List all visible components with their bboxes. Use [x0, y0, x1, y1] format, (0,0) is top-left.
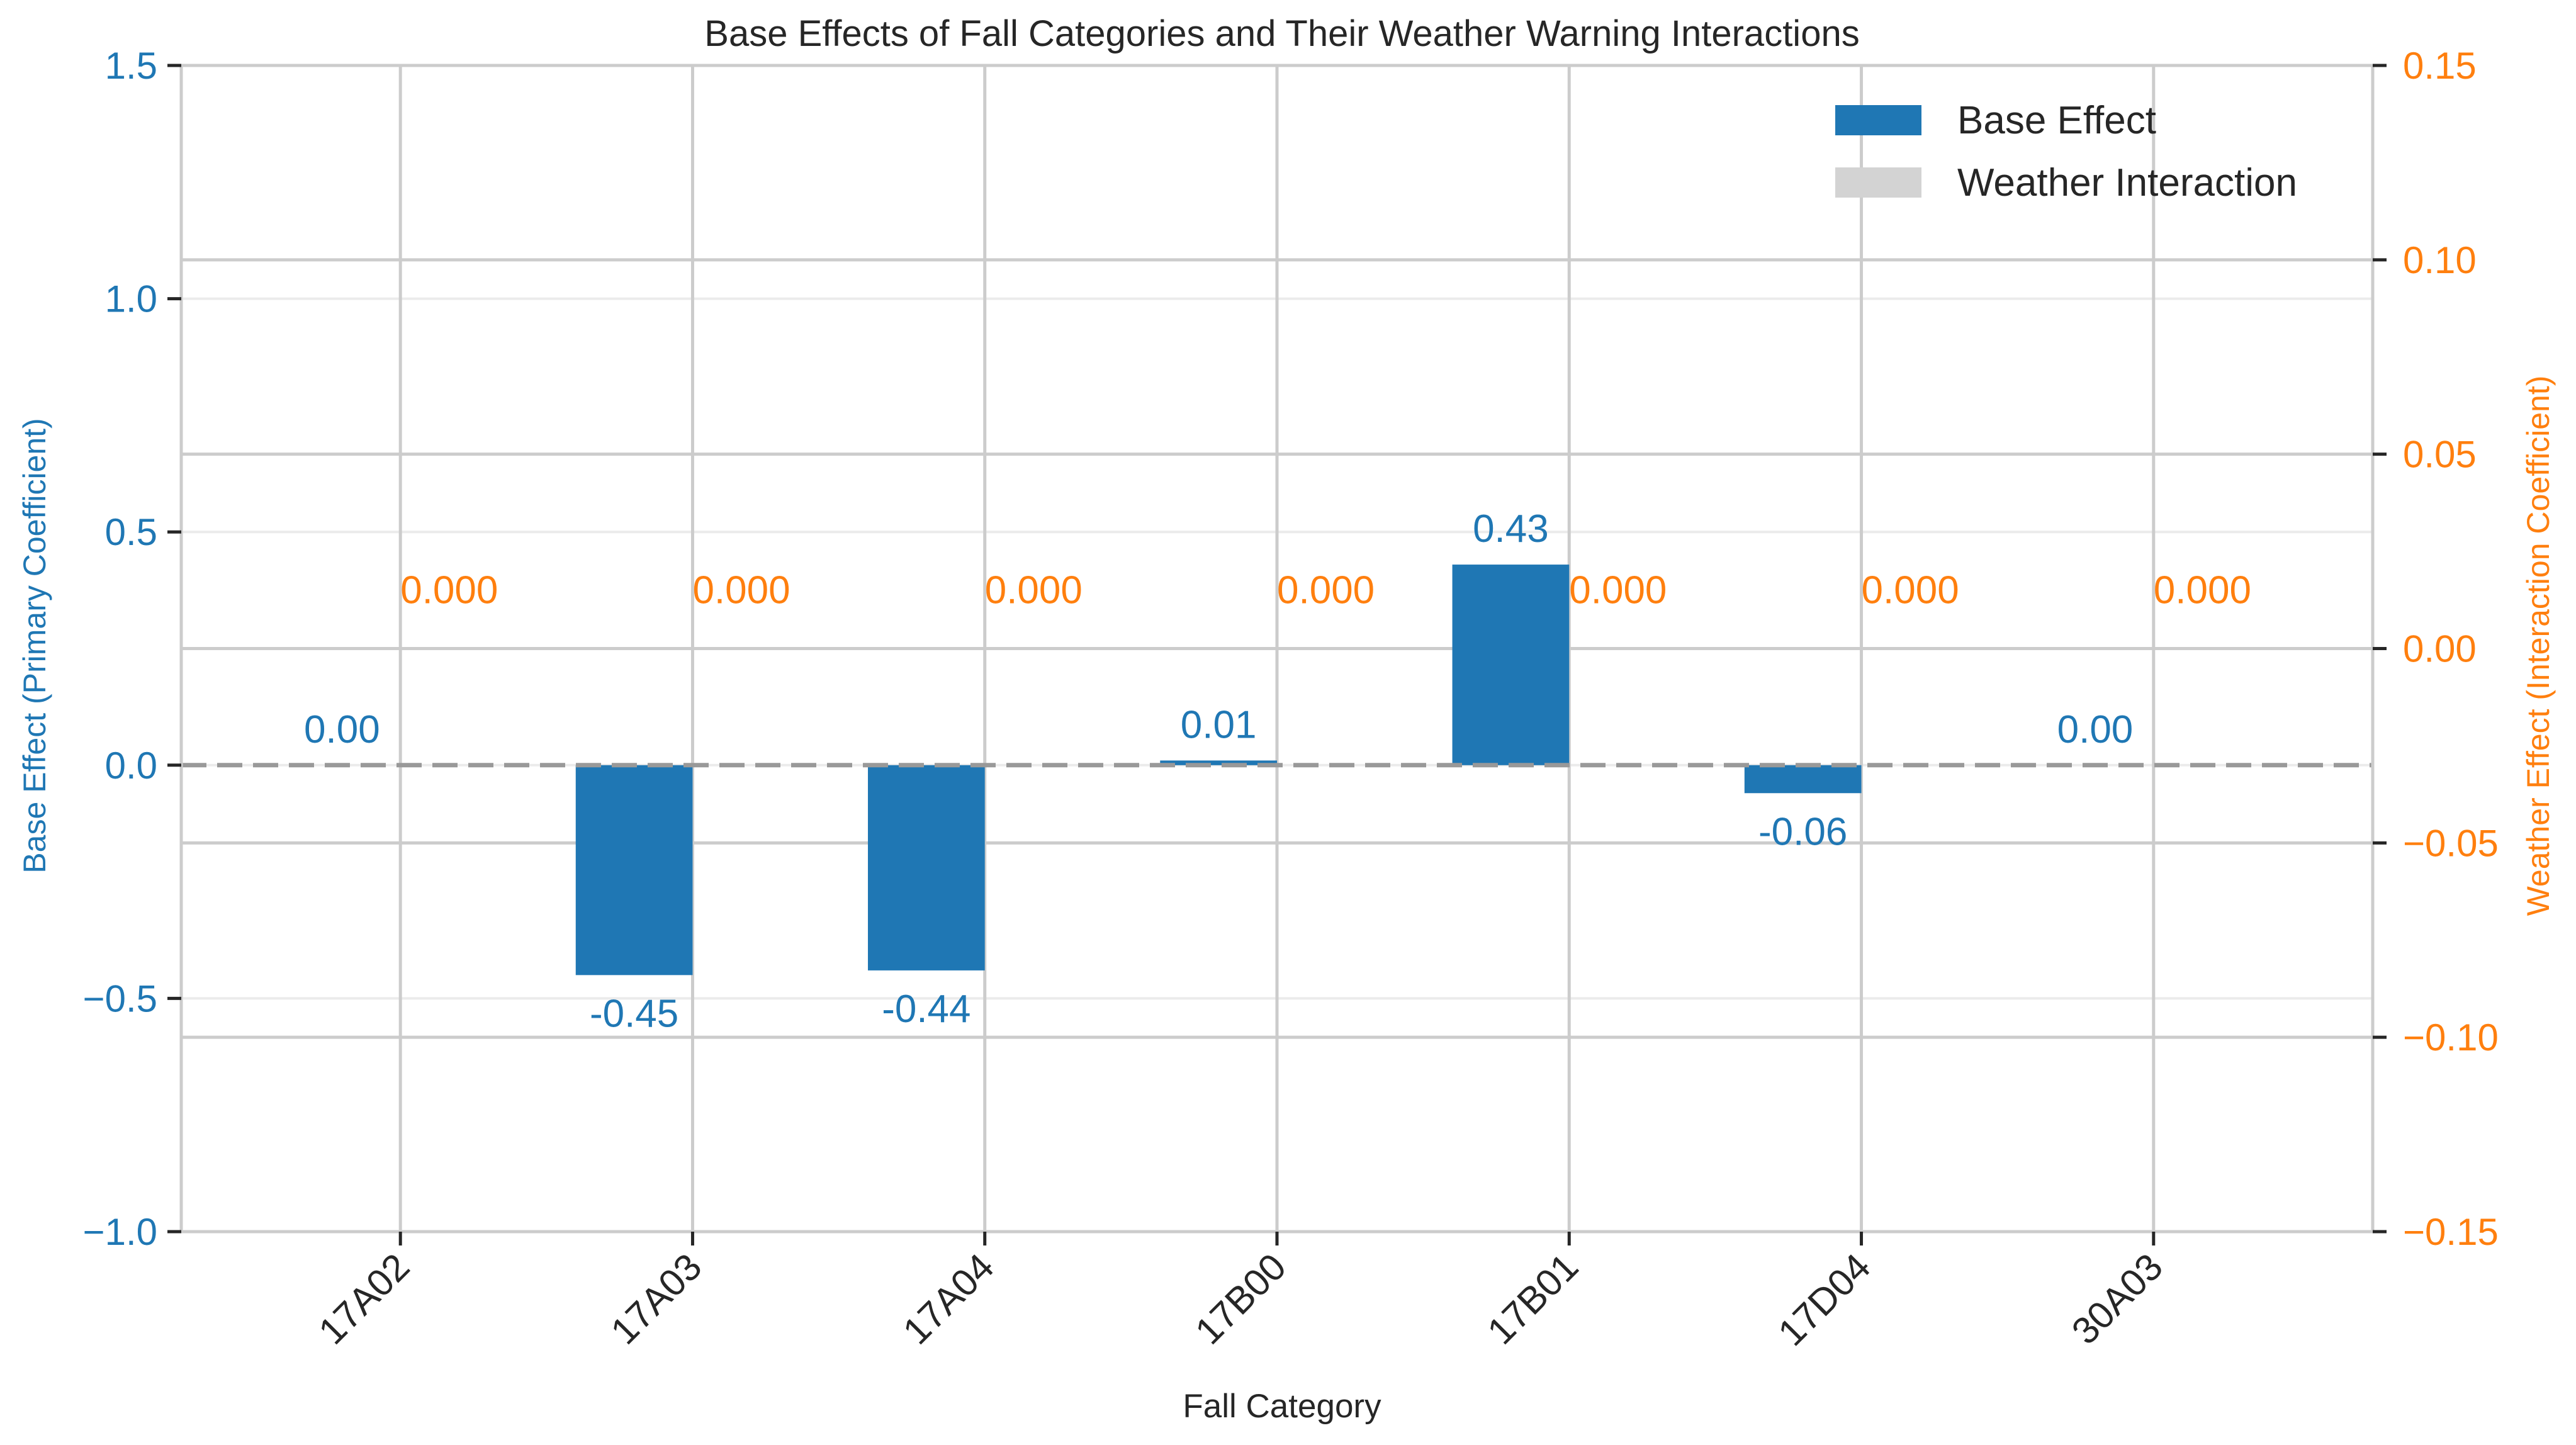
bars: [283, 565, 2271, 976]
tick-label-right-3: 0.00: [2403, 628, 2477, 670]
bar-base-effect-17D04: [1744, 765, 1862, 794]
legend-label-base-effect: Base Effect: [1957, 99, 2156, 142]
data-label-weather-interaction-17D04: 0.000: [1862, 569, 1959, 612]
tick-label-left-1: −0.5: [83, 977, 157, 1020]
tick-label-right-0: −0.15: [2403, 1211, 2499, 1253]
bar-base-effect-17B00: [1160, 760, 1277, 765]
data-label-base-effect-30A03: 0.00: [2057, 708, 2134, 751]
bar-base-effect-17B01: [1452, 565, 1570, 765]
data-labels: 0.00 -0.45 -0.44 0.01 0.43 -0.06 0.00 0.000 0.00…: [304, 507, 2251, 1035]
data-label-weather-interaction-17B00: 0.000: [1277, 569, 1375, 612]
x-axis-label: Fall Category: [1183, 1388, 1381, 1425]
data-label-base-effect-17D04: -0.06: [1758, 810, 1847, 853]
data-label-weather-interaction-17A04: 0.000: [985, 569, 1083, 612]
chart-title: Base Effects of Fall Categories and Thei…: [704, 13, 1859, 54]
tick-label-x-17A02: 17A02: [310, 1245, 417, 1352]
legend-label-weather-interaction: Weather Interaction: [1957, 161, 2297, 205]
data-label-base-effect-17B01: 0.43: [1473, 507, 1549, 551]
data-label-base-effect-17A02: 0.00: [304, 708, 380, 751]
y-axis-left-label: Base Effect (Primary Coefficient): [17, 418, 52, 873]
tick-label-right-6: 0.15: [2403, 45, 2477, 87]
y-axis-right-label: Weather Effect (Interaction Coefficient): [2521, 376, 2556, 916]
tick-label-left-3: 0.5: [105, 511, 157, 553]
bar-base-effect-17A03: [575, 765, 693, 976]
tick-label-left-0: −1.0: [83, 1211, 157, 1253]
data-label-base-effect-17A04: -0.44: [882, 987, 970, 1031]
tick-label-right-4: 0.05: [2403, 434, 2477, 476]
legend: Base Effect Weather Interaction: [1835, 99, 2297, 205]
tick-label-x-17A04: 17A04: [895, 1245, 1002, 1352]
data-label-weather-interaction-17A03: 0.000: [692, 569, 790, 612]
tick-label-right-1: −0.10: [2403, 1016, 2499, 1059]
tick-label-right-5: 0.10: [2403, 239, 2477, 281]
tick-label-left-4: 1.0: [105, 278, 157, 320]
tick-label-x-17D04: 17D04: [1770, 1245, 1878, 1354]
tick-label-right-2: −0.05: [2403, 822, 2499, 864]
data-label-weather-interaction-17A02: 0.000: [400, 569, 498, 612]
data-label-base-effect-17B00: 0.01: [1181, 703, 1257, 746]
legend-swatch-base-effect: [1835, 105, 1921, 135]
tick-label-x-17B01: 17B01: [1479, 1245, 1586, 1352]
data-label-weather-interaction-17B01: 0.000: [1569, 569, 1667, 612]
tick-label-left-5: 1.5: [105, 45, 157, 87]
data-label-base-effect-17A03: -0.45: [590, 992, 678, 1035]
bar-base-effect-17A04: [868, 765, 985, 970]
tick-label-x-30A03: 30A03: [2064, 1245, 2171, 1352]
axis-ticks: −1.0−0.50.00.51.01.5−0.15−0.10−0.050.000…: [83, 45, 2499, 1354]
tick-label-x-17B00: 17B00: [1187, 1245, 1294, 1352]
tick-label-left-2: 0.0: [105, 745, 157, 787]
tick-label-x-17A03: 17A03: [603, 1245, 710, 1352]
data-label-weather-interaction-30A03: 0.000: [2154, 569, 2251, 612]
legend-swatch-weather-interaction: [1835, 167, 1921, 198]
